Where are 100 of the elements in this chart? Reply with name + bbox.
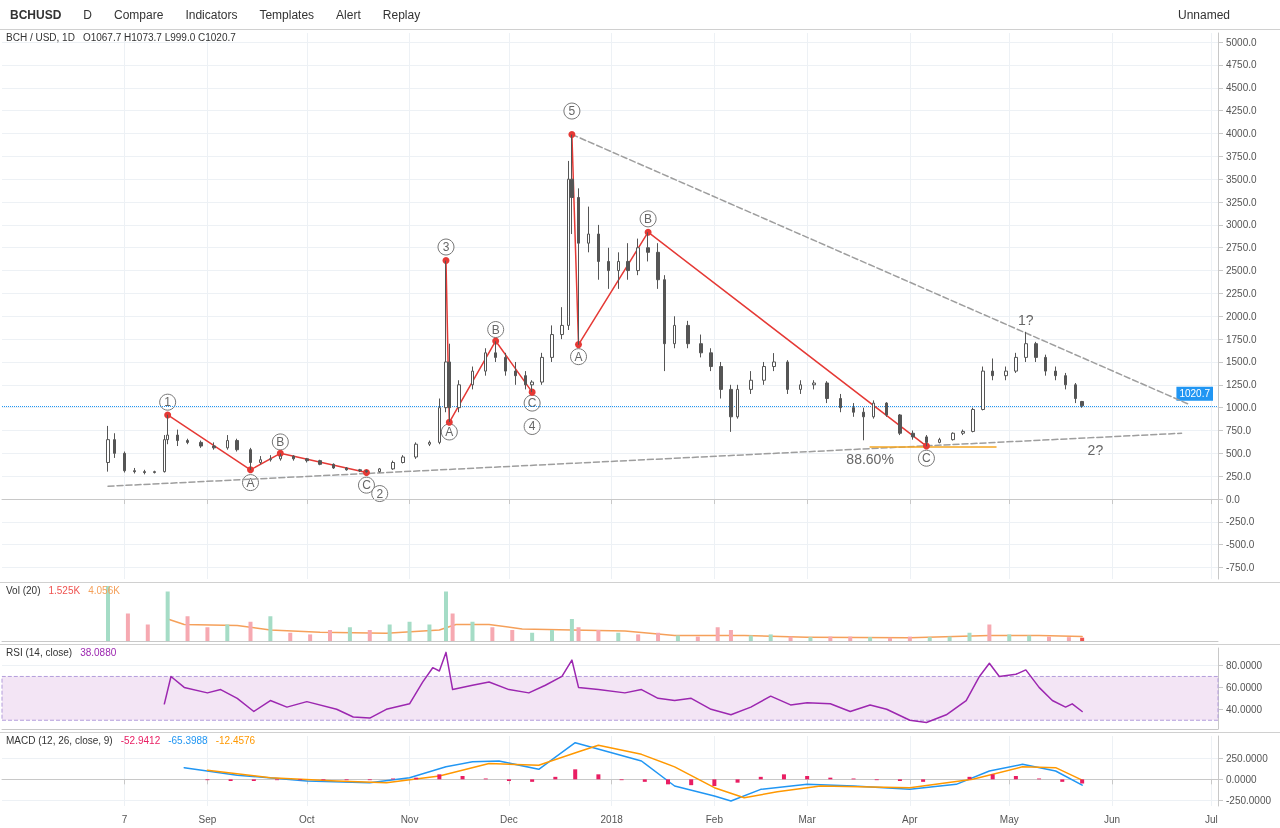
bar — [550, 630, 555, 641]
bar — [367, 630, 372, 641]
bar — [470, 621, 475, 641]
annotation: B — [276, 434, 285, 449]
annotation: 1 — [164, 395, 172, 410]
candlestick — [971, 407, 975, 433]
annotation: 1? — [1018, 311, 1034, 328]
candlestick — [212, 441, 216, 451]
bar — [967, 632, 972, 641]
candlestick — [951, 431, 955, 442]
candlestick — [898, 413, 902, 436]
y-tick-label: 3250.0 — [1226, 196, 1258, 208]
bar — [225, 624, 230, 641]
bar — [165, 591, 170, 641]
y-tick-label: 750.0 — [1226, 425, 1252, 437]
candlestick — [401, 454, 405, 464]
candlestick — [981, 366, 985, 411]
candlestick — [113, 432, 116, 459]
candlestick — [269, 454, 272, 463]
annotation: -12.4576 — [215, 735, 256, 746]
annotation: A — [246, 475, 255, 490]
bar — [636, 634, 641, 641]
candlestick — [378, 467, 381, 474]
y-tick-label: 4500.0 — [1226, 82, 1258, 94]
y-tick-label: -500.0 — [1226, 539, 1255, 551]
candlestick — [550, 324, 554, 363]
bar — [781, 774, 786, 780]
y-tick-label: -250.0 — [1226, 516, 1255, 528]
point — [445, 418, 453, 426]
bar — [921, 779, 926, 782]
y-tick-label: 0.0000 — [1226, 773, 1258, 785]
candlestick — [345, 466, 348, 472]
candlestick — [176, 429, 179, 447]
bar — [689, 779, 694, 786]
candlestick — [504, 352, 507, 377]
bar — [1080, 637, 1085, 641]
bar — [735, 779, 740, 783]
bar — [328, 630, 333, 641]
bar — [868, 637, 873, 641]
x-tick-label: Mar — [798, 813, 817, 825]
candlestick — [226, 434, 229, 451]
y-tick-label: -250.0000 — [1226, 794, 1272, 806]
bar — [460, 776, 465, 780]
candlestick — [699, 334, 703, 358]
candlestick — [524, 370, 527, 390]
bar — [1027, 635, 1032, 641]
annotation: -65.3988 — [168, 735, 208, 746]
y-tick-label: 1750.0 — [1226, 333, 1258, 345]
bar — [530, 779, 535, 782]
bar — [288, 632, 293, 641]
candlestick — [305, 457, 309, 463]
candlestick — [1080, 400, 1084, 409]
annotation: C — [362, 478, 372, 493]
candlestick — [471, 366, 474, 390]
candlestick — [911, 430, 915, 441]
annotation: A — [574, 349, 583, 364]
bar — [1060, 779, 1065, 782]
bar — [576, 627, 581, 641]
candlestick — [663, 274, 666, 372]
bar — [490, 627, 495, 641]
candlestick — [1014, 352, 1018, 374]
bar — [569, 619, 574, 641]
bar — [185, 616, 190, 641]
y-tick-label: 500.0 — [1226, 447, 1252, 459]
bar — [510, 630, 515, 641]
candlestick — [259, 455, 262, 465]
y-tick-label: 2250.0 — [1226, 287, 1258, 299]
candlestick — [484, 347, 487, 377]
candlestick — [872, 399, 875, 420]
candlestick — [749, 370, 753, 395]
candlestick — [646, 231, 650, 262]
x-tick-label: Nov — [400, 813, 419, 825]
point — [922, 442, 930, 450]
annotation: 2? — [1087, 441, 1104, 458]
bar — [1066, 637, 1071, 641]
candlestick — [729, 384, 733, 433]
candlestick — [673, 315, 676, 349]
bar — [808, 637, 813, 641]
bar — [308, 634, 313, 641]
annotation: 4 — [528, 419, 536, 434]
text: Compare — [114, 7, 164, 22]
y-tick-label: 80.0000 — [1226, 660, 1263, 672]
candlestick — [1044, 354, 1047, 377]
point — [568, 130, 576, 138]
annotation: -52.9412 — [120, 735, 161, 746]
x-tick-label: Sep — [198, 813, 217, 825]
candlestick — [885, 401, 888, 418]
bar — [437, 774, 442, 780]
x-tick-label: Oct — [299, 813, 315, 825]
candlestick — [457, 379, 461, 413]
y-tick-label: 250.0000 — [1226, 753, 1269, 764]
candlestick — [358, 468, 362, 473]
candlestick — [709, 347, 713, 372]
point — [442, 257, 450, 265]
bar — [665, 779, 670, 785]
y-tick-label: 3750.0 — [1226, 150, 1258, 162]
annotation: C — [922, 451, 932, 466]
y-tick-label: 0.0 — [1226, 493, 1241, 505]
x-tick-label: May — [999, 813, 1019, 825]
y-tick-label: 3500.0 — [1226, 173, 1258, 185]
